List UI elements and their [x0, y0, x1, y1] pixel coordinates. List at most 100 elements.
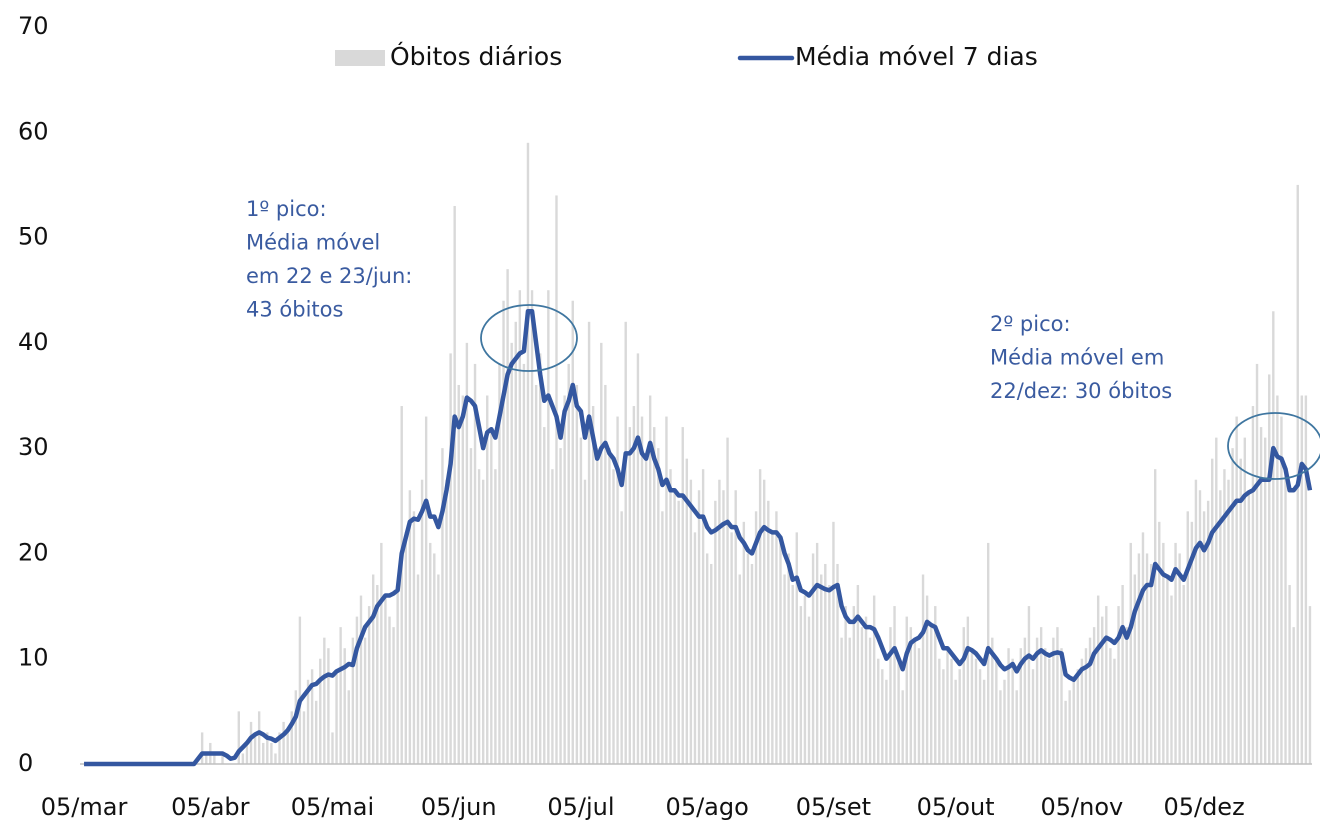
- bar: [600, 342, 603, 764]
- y-tick-label: 0: [18, 749, 33, 777]
- bar: [999, 690, 1002, 764]
- bar: [559, 448, 562, 764]
- bar: [339, 627, 342, 764]
- bar: [314, 700, 318, 764]
- bar: [551, 469, 554, 764]
- bar: [1284, 469, 1287, 764]
- bar: [966, 616, 970, 764]
- bar: [1162, 542, 1165, 764]
- bar: [1235, 416, 1238, 764]
- bar: [437, 574, 440, 764]
- bar: [1308, 606, 1312, 764]
- x-tick-label: 05/jun: [421, 793, 497, 821]
- bar: [412, 511, 416, 764]
- bar: [921, 574, 925, 764]
- bar: [868, 637, 872, 764]
- bar: [1084, 648, 1088, 764]
- legend-label: Média móvel 7 dias: [795, 42, 1038, 71]
- bar: [640, 416, 644, 764]
- annotation: em 22 e 23/jun:: [246, 264, 412, 288]
- bar: [490, 427, 493, 764]
- bar: [950, 658, 953, 764]
- bar: [282, 721, 285, 764]
- y-tick-label: 10: [18, 644, 49, 672]
- bar: [518, 290, 522, 764]
- y-tick-label: 40: [18, 328, 49, 356]
- bar: [970, 648, 974, 764]
- bar: [1137, 553, 1141, 764]
- bar: [734, 490, 737, 764]
- bar: [319, 658, 322, 764]
- bar: [384, 595, 387, 764]
- annotation: 22/dez: 30 óbitos: [990, 379, 1172, 403]
- bar: [343, 648, 346, 764]
- bar: [791, 585, 794, 764]
- bar: [302, 711, 306, 764]
- bar: [958, 669, 961, 764]
- bar: [1007, 648, 1010, 764]
- x-tick-label: 05/nov: [1041, 793, 1124, 821]
- y-tick-label: 70: [18, 12, 49, 40]
- annotation: 2º pico:: [990, 312, 1071, 336]
- bar: [457, 384, 460, 764]
- bar: [1149, 563, 1153, 764]
- x-tick-label: 05/set: [796, 793, 871, 821]
- bar: [1044, 648, 1047, 764]
- bar: [697, 490, 701, 764]
- bar: [608, 448, 611, 764]
- bar: [856, 585, 860, 764]
- bar: [433, 553, 436, 764]
- bar: [1251, 406, 1255, 764]
- bar: [807, 616, 811, 764]
- bar: [1243, 437, 1246, 764]
- bar: [771, 532, 774, 764]
- bar: [938, 658, 941, 764]
- bar: [266, 732, 269, 764]
- bar: [669, 469, 672, 764]
- bar: [1263, 437, 1267, 764]
- bar: [306, 679, 310, 764]
- bar: [547, 290, 550, 764]
- bar: [1182, 585, 1185, 764]
- bar: [1268, 374, 1271, 764]
- bar: [257, 711, 261, 764]
- bar: [571, 300, 574, 764]
- bar: [1178, 553, 1181, 764]
- bar: [1231, 448, 1234, 764]
- bar: [701, 469, 705, 764]
- bar: [579, 437, 583, 764]
- bar: [718, 479, 721, 764]
- bar: [995, 658, 998, 764]
- bar: [1080, 658, 1084, 764]
- bar: [1158, 521, 1161, 764]
- bar: [852, 606, 856, 764]
- bar: [514, 321, 517, 764]
- bar: [917, 648, 921, 764]
- bar: [673, 490, 676, 764]
- bar: [596, 448, 599, 764]
- annotation: Média móvel: [246, 231, 380, 255]
- bar: [498, 363, 501, 764]
- bar: [1141, 532, 1145, 764]
- bar: [624, 321, 627, 764]
- x-tick-label: 05/abr: [171, 793, 250, 821]
- bar: [746, 553, 750, 764]
- bar: [681, 427, 684, 764]
- bar: [1215, 437, 1218, 764]
- bar: [685, 458, 689, 764]
- bar: [628, 427, 631, 764]
- bar: [1166, 574, 1169, 764]
- bar: [1088, 637, 1092, 764]
- bar: [400, 406, 403, 764]
- bar: [864, 616, 868, 764]
- bar: [824, 563, 827, 764]
- bar: [510, 342, 513, 764]
- plot: 0 10 20 30 40 50 60 70 05/mar 05/abr 05/mai 05/jun 0…: [18, 12, 1313, 821]
- bar: [530, 290, 534, 764]
- bar: [575, 384, 579, 764]
- bar: [632, 406, 636, 764]
- bar: [1031, 669, 1035, 764]
- bar: [249, 721, 253, 764]
- bar: [779, 542, 782, 764]
